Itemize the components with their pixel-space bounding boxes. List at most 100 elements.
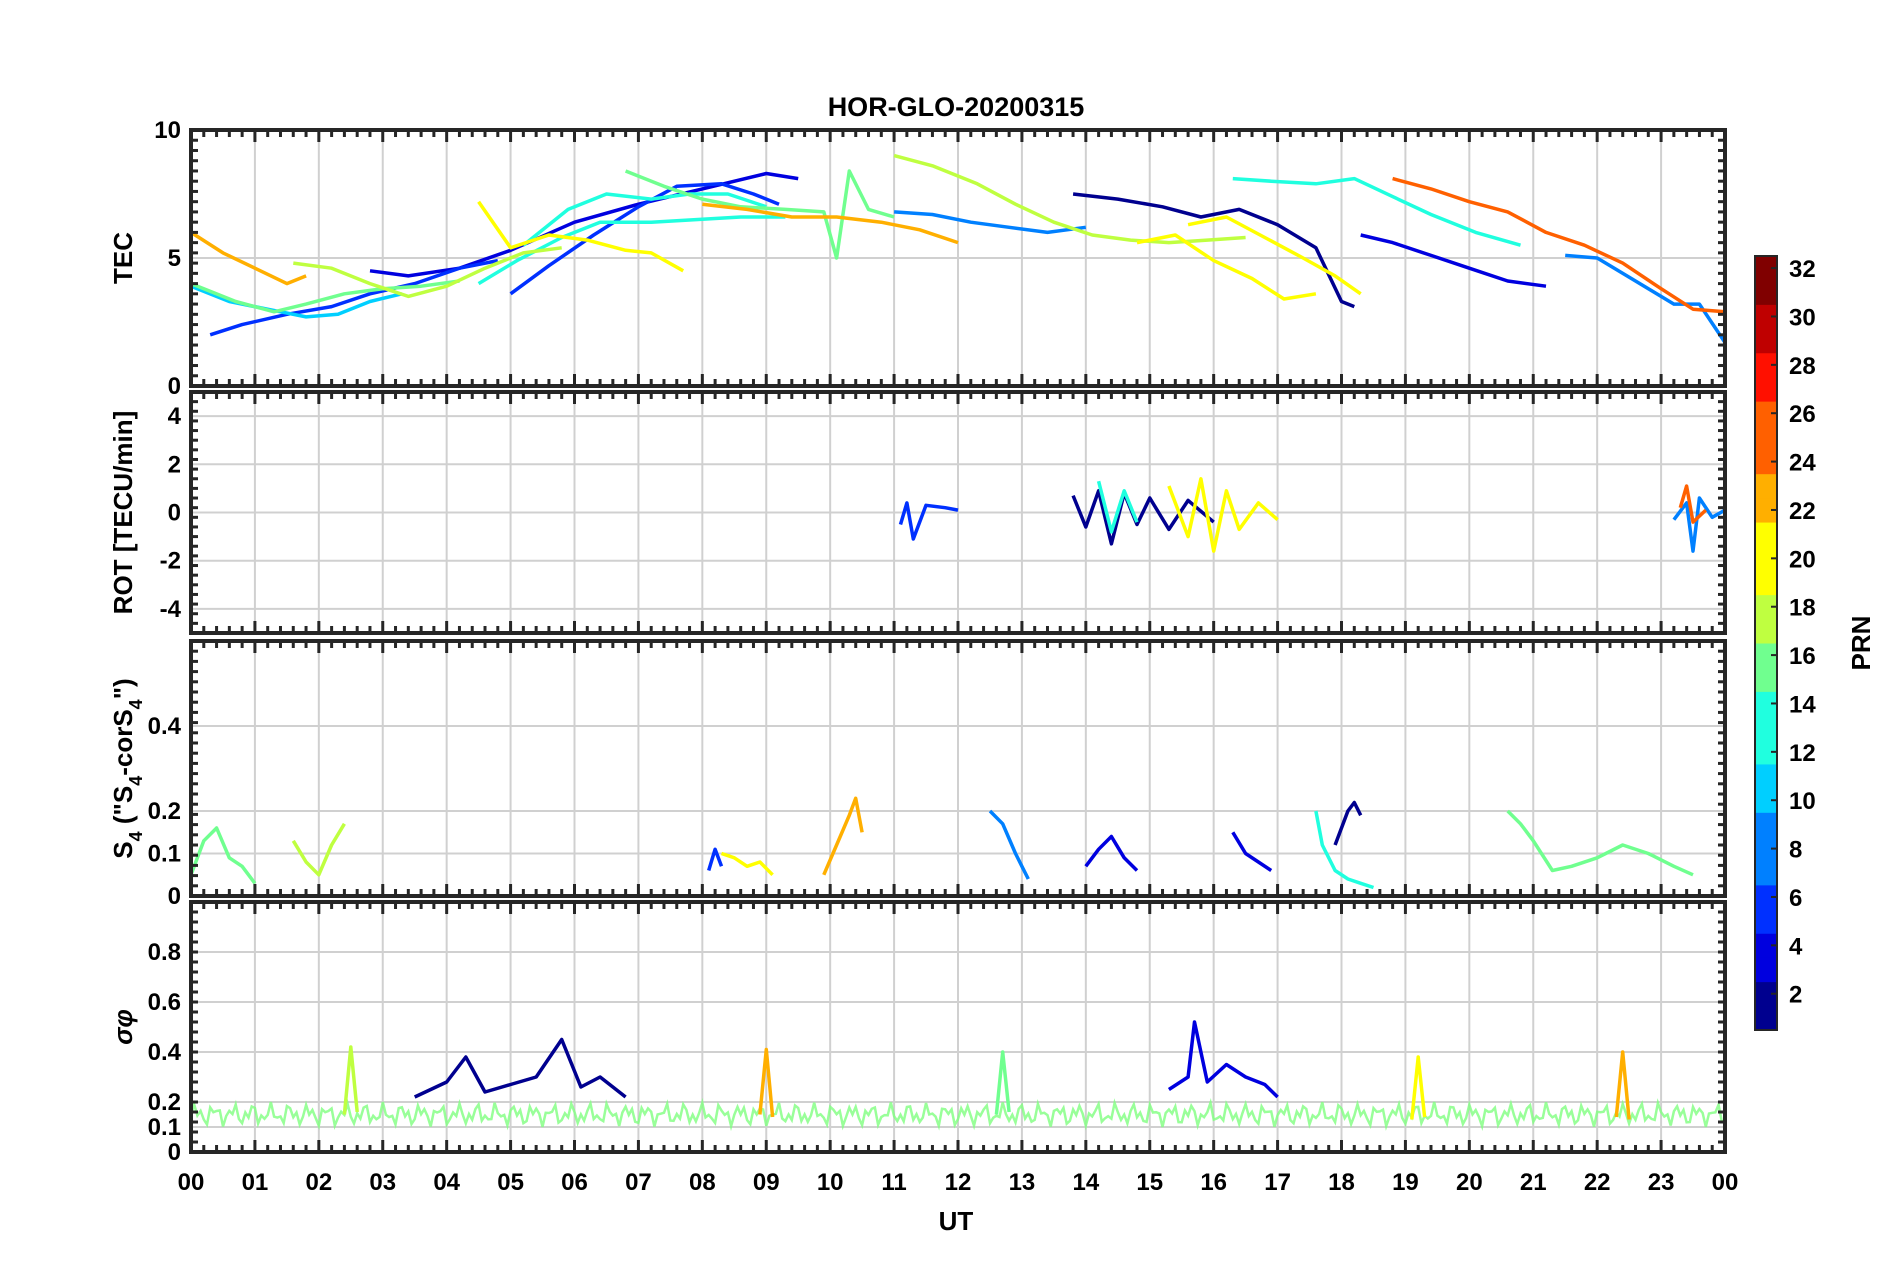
colorbar-segment — [1755, 957, 1777, 983]
series-line-prn-4 — [1231, 831, 1273, 872]
x-tick-label: 21 — [1520, 1169, 1547, 1196]
noise-band — [189, 1097, 1726, 1132]
colorbar-tick-label: 2 — [1789, 982, 1802, 1009]
colorbar-segment — [1755, 836, 1777, 862]
series-line-prn-6 — [209, 258, 499, 337]
colorbar-segment — [1755, 425, 1777, 450]
x-tick-label: 01 — [242, 1169, 269, 1196]
series-line-prn-15 — [1506, 809, 1694, 877]
colorbar-segment — [1755, 570, 1777, 596]
series-line-prn-4 — [1360, 233, 1547, 288]
x-tick-label: 19 — [1392, 1169, 1419, 1196]
y-tick-label: 0.1 — [148, 841, 181, 868]
x-tick-label: 13 — [1009, 1169, 1036, 1196]
y-tick-label: -4 — [160, 596, 182, 623]
series-line-prn-18 — [293, 246, 562, 299]
series-line-prn-22 — [822, 796, 864, 876]
colorbar-tick-label: 16 — [1789, 643, 1816, 670]
colorbar-segment — [1755, 449, 1777, 475]
series-line-prn-8 — [1565, 253, 1727, 344]
x-tick-label: 20 — [1456, 1169, 1483, 1196]
colorbar-tick-label: 12 — [1789, 740, 1816, 767]
series-line-prn-17 — [291, 822, 346, 877]
series-line-prn-20 — [477, 200, 685, 273]
series-line-prn-19 — [1187, 215, 1362, 296]
series-line-prn-3 — [1084, 834, 1139, 872]
y-tick-label: 10 — [154, 117, 181, 144]
colorbar-tick-label: 30 — [1789, 304, 1816, 331]
series-line-prn-16 — [624, 169, 895, 260]
colorbar-tick-label: 18 — [1789, 595, 1816, 622]
x-tick-label: 12 — [945, 1169, 972, 1196]
series-line-prn-16 — [189, 826, 257, 885]
x-tick-label: 00 — [178, 1169, 205, 1196]
series-line-prn-12 — [522, 192, 767, 247]
series-line-prn-24 — [1392, 176, 1726, 314]
y-tick-label: 0.2 — [148, 1089, 181, 1116]
series-line-prn-5 — [898, 501, 959, 541]
series-line-prn-24 — [1678, 484, 1707, 524]
colorbar-label: PRN — [1846, 616, 1876, 671]
x-axis-label: UT — [939, 1206, 974, 1236]
colorbar-segment — [1755, 594, 1777, 620]
y-tick-label: 4 — [168, 403, 182, 430]
series-line-prn-19 — [1410, 1055, 1427, 1120]
x-tick-label: 15 — [1136, 1169, 1163, 1196]
x-tick-label: 10 — [817, 1169, 844, 1196]
series-line-prn-8 — [1672, 496, 1726, 553]
y-tick-label: 0 — [168, 500, 181, 527]
y-axis-label: σφ — [108, 1009, 138, 1045]
y-tick-label: 0 — [168, 1139, 181, 1166]
series-line-prn-23 — [758, 1047, 775, 1118]
series-line-prn-2 — [1072, 192, 1355, 309]
series-line-prn-20 — [720, 851, 774, 877]
x-tick-label: 08 — [689, 1169, 716, 1196]
x-tick-label: 16 — [1200, 1169, 1227, 1196]
colorbar-segment — [1755, 909, 1777, 934]
colorbar-segment — [1755, 473, 1777, 499]
series-line-prn-22 — [190, 230, 307, 286]
colorbar-tick-label: 32 — [1789, 256, 1816, 283]
colorbar-tick-label: 20 — [1789, 546, 1816, 573]
series-line-prn-3 — [369, 171, 799, 278]
series-line-prn-2 — [413, 1037, 627, 1099]
colorbar-segment — [1755, 860, 1777, 886]
series-line-prn-22 — [1614, 1050, 1631, 1120]
series-line-prn-7 — [893, 210, 1087, 235]
colorbar-segment — [1755, 1005, 1777, 1031]
x-tick-label: 03 — [369, 1169, 396, 1196]
y-axis-label: TEC — [108, 232, 138, 284]
x-tick-label: 04 — [433, 1169, 460, 1196]
colorbar-segment — [1755, 691, 1777, 717]
x-tick-label: 17 — [1264, 1169, 1291, 1196]
y-tick-label: 0.4 — [148, 1039, 182, 1066]
colorbar-segment — [1755, 352, 1777, 378]
series-line-prn-16 — [994, 1050, 1011, 1115]
colorbar-segment — [1755, 618, 1777, 644]
panel-sigma_phi: 00.10.2 0.4 0.6 0.8 σφ 00 01 02 03 04 05 06 07 08 09 10… — [108, 900, 1738, 1196]
x-tick-label: 07 — [625, 1169, 652, 1196]
series-line-prn-21 — [1167, 477, 1279, 553]
series-line-prn-14 — [1232, 176, 1521, 247]
y-axis-label: ROT [TECU/min] — [108, 411, 138, 615]
series-line-prn-15 — [190, 279, 460, 314]
colorbar-tick-label: 8 — [1789, 837, 1802, 864]
x-tick-label: 06 — [561, 1169, 588, 1196]
colorbar-tick-label: 24 — [1789, 450, 1816, 477]
x-tick-label: 05 — [497, 1169, 524, 1196]
y-tick-label: -2 — [160, 548, 181, 575]
colorbar-segment — [1755, 884, 1777, 910]
colorbar-segment — [1755, 667, 1777, 692]
series-line-prn-17 — [342, 1045, 359, 1115]
series-line-prn-2 — [1333, 800, 1363, 846]
y-tick-label: 0.8 — [148, 939, 181, 966]
series-line-prn-13 — [477, 215, 786, 286]
colorbar-tick-label: 28 — [1789, 353, 1816, 380]
colorbar-tick-label: 10 — [1789, 788, 1816, 815]
colorbar-segment — [1755, 522, 1777, 547]
x-tick-label: 22 — [1584, 1169, 1611, 1196]
colorbar-segment — [1755, 763, 1777, 789]
y-tick-label: 0.4 — [148, 713, 182, 740]
